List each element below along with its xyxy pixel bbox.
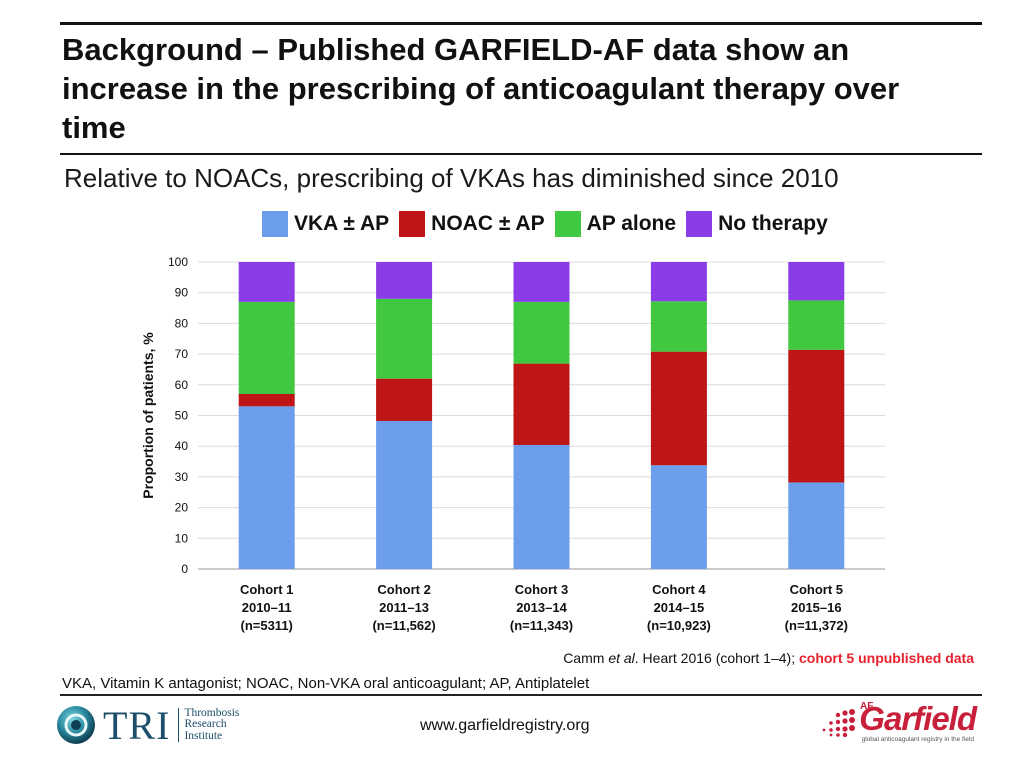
garfield-wordmark: Garfield [859,700,977,737]
abbreviations-footnote: VKA, Vitamin K antagonist; NOAC, Non-VKA… [62,675,590,692]
bar-segment [513,262,570,302]
x-tick-label: (n=11,372) [785,618,848,633]
legend-item-3: No therapy [686,211,828,237]
tri-logo-line1: Thrombosis [184,706,240,719]
bar-segment [376,378,433,422]
y-tick-label: 40 [175,439,189,453]
bar-segment [650,262,707,302]
garfield-logo: AF Garfield global anticoagulant registr… [812,700,982,746]
y-tick-label: 30 [175,470,189,484]
bar-segment [650,301,707,352]
tri-logo-emblem-icon [57,706,95,744]
x-tick-label: (n=5311) [240,618,292,633]
citation-unpublished: cohort 5 unpublished data [798,650,974,666]
legend-label: No therapy [718,212,828,235]
bar-segment [788,300,845,350]
x-tick-label: (n=10,923) [647,618,711,633]
legend-label: NOAC ± AP [431,212,545,235]
y-tick-label: 0 [181,562,188,576]
bar-segment [513,363,570,445]
x-tick-label: Cohort 5 [790,582,843,597]
citation: Camm et al. Heart 2016 (cohort 1–4); coh… [563,650,974,666]
x-tick-label: 2011–13 [379,600,429,615]
y-tick-label: 20 [175,501,189,515]
legend-label: VKA ± AP [294,212,390,235]
tri-logo-line2: Research [184,718,227,731]
bar-segment [238,301,295,395]
y-axis-label: Proportion of patients, % [140,332,156,499]
bar-segment [376,262,433,299]
x-tick-label: Cohort 2 [377,582,430,597]
bar-segment [650,351,707,466]
bar-segment [238,406,295,569]
title-bottom-rule [60,153,982,155]
legend-swatch [686,211,713,237]
legend-swatch [554,211,581,237]
slide-title: Background – Published GARFIELD-AF data … [62,32,900,145]
y-tick-label: 60 [175,378,189,392]
bar-segment [513,444,570,569]
x-tick-label: 2010–11 [242,600,292,615]
x-tick-label: Cohort 1 [240,582,293,597]
citation-etal: et al [608,650,635,666]
legend-item-2: AP alone [554,211,677,237]
website-url: www.garfieldregistry.org [420,717,590,734]
bar-segment [788,349,845,483]
bar-segment [376,421,433,569]
tri-logo-line3: Institute [184,729,223,742]
x-tick-label: 2014–15 [654,600,705,615]
citation-author: Camm [563,650,609,666]
x-tick-label: 2013–14 [516,600,567,615]
garfield-tagline: global anticoagulant registry in the fie… [861,736,974,743]
tri-logo-subtext: Thrombosis Research Institute [178,706,240,743]
bar-segment [788,482,845,569]
legend-item-0: VKA ± AP [262,211,389,237]
y-tick-label: 70 [175,347,189,361]
x-tick-label: Cohort 3 [515,582,568,597]
garfield-af-label: AF [860,701,874,712]
chart-legend: VKA ± AP NOAC ± AP AP alone No therapy [262,210,828,238]
title-top-rule [60,22,982,25]
footer-rule [60,694,982,696]
bar-segment [513,301,570,364]
y-tick-label: 50 [175,409,189,423]
legend-item-1: NOAC ± AP [399,211,545,237]
tri-logo-text: TRI [103,702,171,748]
bar-segment [376,298,433,379]
x-tick-label: 2015–16 [791,600,842,615]
bar-segment [238,394,295,407]
y-tick-label: 90 [175,286,189,300]
stacked-bar-chart: 0 10 20 30 40 50 60 70 80 90 100 Proportion of pati… [140,255,885,633]
bar-segment [650,465,707,569]
y-tick-label: 100 [168,255,188,269]
bar-segment [238,262,295,302]
legend-swatch [262,211,288,237]
slide-subtitle: Relative to NOACs, prescribing of VKAs h… [64,163,839,193]
y-tick-label: 10 [175,531,189,545]
x-tick-label: (n=11,343) [510,618,573,633]
tri-logo: TRI Thrombosis Research Institute [55,702,239,748]
bar-segment [788,262,845,301]
citation-rest: . Heart 2016 (cohort 1–4); [634,650,799,666]
y-tick-label: 80 [175,316,189,330]
x-tick-label: Cohort 4 [652,582,706,597]
legend-swatch [399,211,426,237]
garfield-dots-icon [822,709,855,738]
x-tick-label: (n=11,562) [372,618,435,633]
legend-label: AP alone [586,212,677,235]
